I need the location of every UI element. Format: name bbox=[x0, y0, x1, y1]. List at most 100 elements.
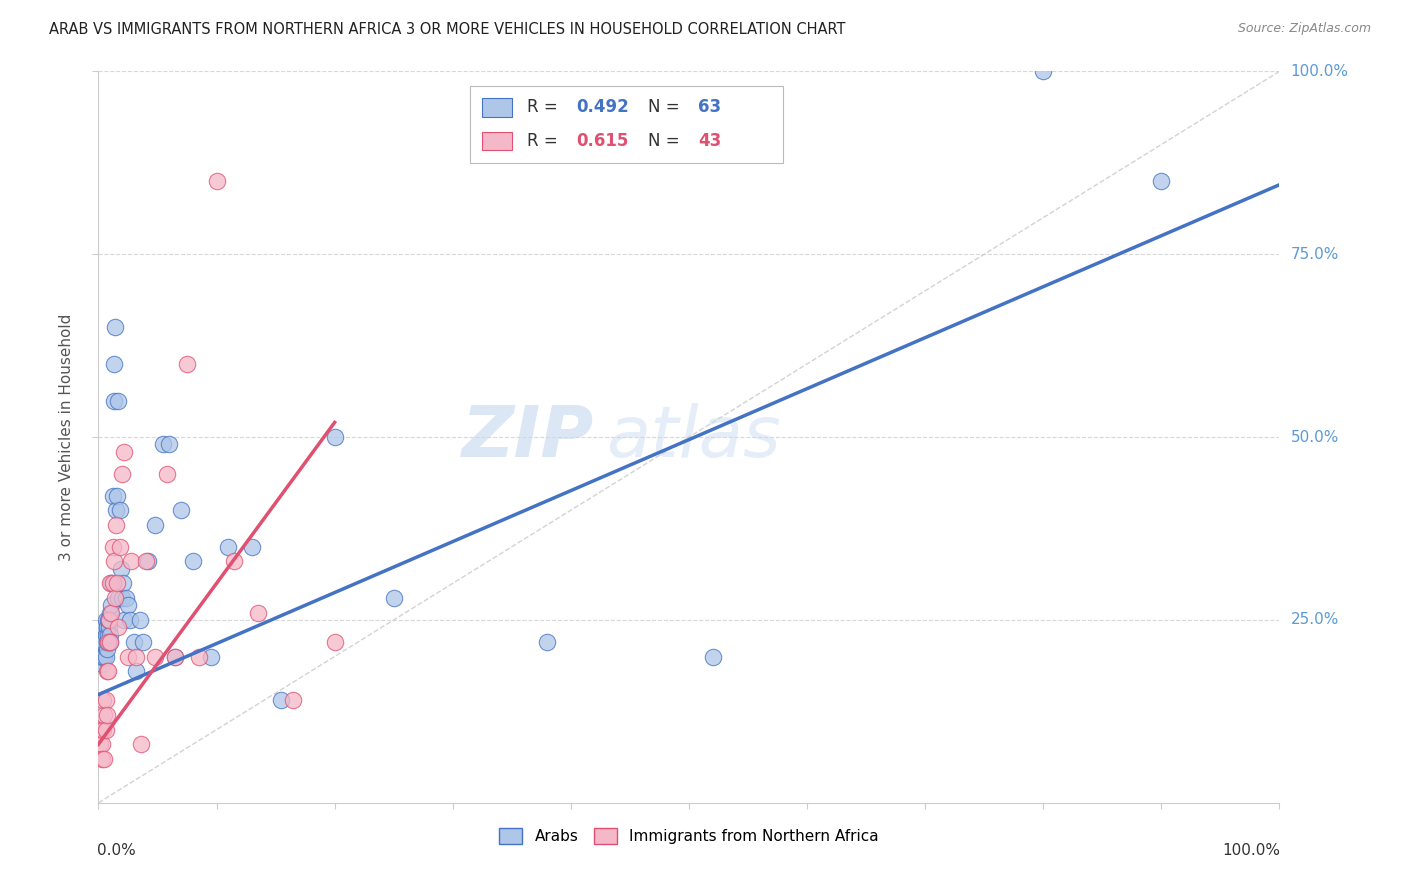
Point bbox=[98, 635, 121, 649]
Point bbox=[89, 737, 111, 751]
Point bbox=[121, 554, 143, 568]
Text: atlas: atlas bbox=[606, 402, 780, 472]
Point bbox=[103, 393, 125, 408]
Point bbox=[98, 627, 121, 641]
Text: 63: 63 bbox=[699, 98, 721, 117]
Point bbox=[97, 664, 120, 678]
Point bbox=[176, 357, 198, 371]
Point bbox=[98, 635, 121, 649]
Point bbox=[105, 503, 128, 517]
Point bbox=[112, 444, 135, 458]
Point bbox=[246, 606, 269, 620]
Point bbox=[108, 540, 131, 554]
Point bbox=[129, 737, 152, 751]
Text: N =: N = bbox=[648, 132, 685, 150]
Point bbox=[89, 649, 111, 664]
Text: 0.615: 0.615 bbox=[576, 132, 628, 150]
Point bbox=[143, 649, 166, 664]
Point bbox=[96, 708, 118, 723]
Point bbox=[96, 664, 118, 678]
Point bbox=[122, 635, 145, 649]
Point bbox=[107, 620, 129, 634]
Point bbox=[91, 693, 114, 707]
Point bbox=[100, 599, 122, 613]
Point bbox=[96, 642, 118, 657]
Point bbox=[94, 693, 117, 707]
Point bbox=[103, 554, 125, 568]
Legend: Arabs, Immigrants from Northern Africa: Arabs, Immigrants from Northern Africa bbox=[494, 822, 884, 850]
Point bbox=[165, 649, 187, 664]
Text: 100.0%: 100.0% bbox=[1291, 64, 1348, 78]
Point bbox=[93, 620, 115, 634]
Point bbox=[100, 606, 122, 620]
Text: 0.0%: 0.0% bbox=[97, 843, 136, 858]
Point bbox=[112, 576, 135, 591]
Y-axis label: 3 or more Vehicles in Household: 3 or more Vehicles in Household bbox=[59, 313, 75, 561]
Point bbox=[101, 540, 124, 554]
Point bbox=[91, 657, 114, 671]
Point bbox=[165, 649, 187, 664]
Point bbox=[93, 752, 115, 766]
Point bbox=[98, 635, 121, 649]
Point bbox=[1150, 174, 1173, 188]
Point bbox=[101, 489, 124, 503]
Point bbox=[117, 599, 139, 613]
Point bbox=[98, 613, 121, 627]
Point bbox=[170, 503, 193, 517]
Point bbox=[240, 540, 263, 554]
Point bbox=[98, 576, 121, 591]
Text: ZIP: ZIP bbox=[463, 402, 595, 472]
Point bbox=[93, 649, 115, 664]
Point bbox=[120, 613, 142, 627]
Point bbox=[105, 576, 128, 591]
Point bbox=[97, 627, 120, 641]
Point bbox=[107, 393, 129, 408]
Point bbox=[270, 693, 292, 707]
Point bbox=[157, 437, 180, 451]
Point bbox=[536, 635, 558, 649]
Point bbox=[91, 752, 114, 766]
Point bbox=[100, 576, 122, 591]
Point bbox=[98, 620, 121, 634]
Point bbox=[136, 554, 159, 568]
Point bbox=[96, 635, 118, 649]
Text: R =: R = bbox=[527, 132, 564, 150]
Text: R =: R = bbox=[527, 98, 564, 117]
Point bbox=[93, 708, 115, 723]
Text: 0.492: 0.492 bbox=[576, 98, 630, 117]
Point bbox=[108, 503, 131, 517]
Point bbox=[91, 723, 114, 737]
Text: N =: N = bbox=[648, 98, 685, 117]
Point bbox=[187, 649, 209, 664]
Point bbox=[101, 576, 124, 591]
Text: 25.0%: 25.0% bbox=[1291, 613, 1339, 627]
Point bbox=[91, 649, 114, 664]
Point bbox=[90, 723, 112, 737]
Point bbox=[96, 620, 118, 634]
Text: 100.0%: 100.0% bbox=[1223, 843, 1281, 858]
Point bbox=[1032, 64, 1054, 78]
Point bbox=[111, 591, 134, 605]
FancyBboxPatch shape bbox=[471, 86, 783, 163]
Point bbox=[97, 635, 120, 649]
Point bbox=[132, 635, 155, 649]
Point bbox=[143, 517, 166, 532]
Point bbox=[205, 174, 228, 188]
Point bbox=[125, 664, 148, 678]
Point bbox=[323, 430, 346, 444]
Point bbox=[114, 591, 136, 605]
Point bbox=[128, 613, 150, 627]
Point bbox=[104, 591, 127, 605]
Point bbox=[91, 737, 114, 751]
Point bbox=[156, 467, 179, 481]
Point bbox=[117, 649, 139, 664]
Point bbox=[90, 635, 112, 649]
Point bbox=[323, 635, 346, 649]
Point bbox=[91, 627, 114, 641]
Point bbox=[93, 635, 115, 649]
Point bbox=[110, 562, 132, 576]
Point bbox=[104, 320, 127, 334]
Point bbox=[98, 613, 121, 627]
FancyBboxPatch shape bbox=[482, 132, 512, 151]
Point bbox=[94, 649, 117, 664]
